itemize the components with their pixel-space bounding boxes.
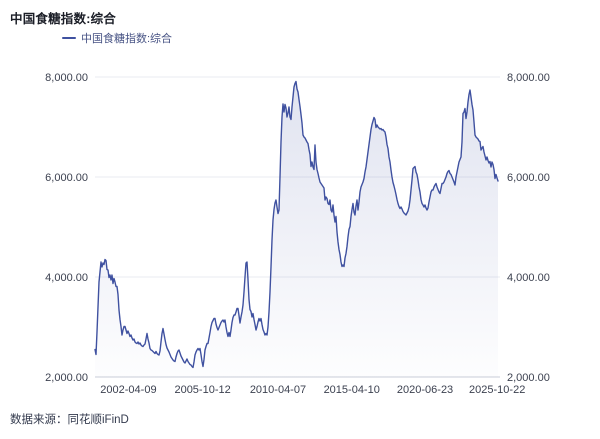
y-axis-label-right: 8,000.00 <box>507 72 550 84</box>
data-source-note: 数据来源：同花顺iFinD <box>10 414 129 426</box>
y-axis-label-left: 4,000.00 <box>45 272 88 284</box>
x-axis-label: 2020-06-23 <box>397 384 453 396</box>
legend-item[interactable]: 中国食糖指数:综合 <box>62 30 172 46</box>
x-axis-label: 2005-10-12 <box>174 384 230 396</box>
x-axis-label: 2025-10-22 <box>469 384 525 396</box>
series-line <box>94 80 499 369</box>
series-area-fill <box>95 81 498 377</box>
x-axis-label: 2002-04-09 <box>100 384 156 396</box>
legend: 中国食糖指数:综合 <box>62 30 172 46</box>
y-axis-label-right: 4,000.00 <box>507 272 550 284</box>
y-axis-label-left: 2,000.00 <box>45 372 88 384</box>
y-axis-label-right: 2,000.00 <box>507 372 550 384</box>
legend-item-label: 中国食糖指数:综合 <box>81 33 173 45</box>
legend-line-marker-icon <box>62 37 76 39</box>
x-axis-label: 2015-04-10 <box>324 384 380 396</box>
page-title: 中国食糖指数:综合 <box>10 12 116 26</box>
x-axis-label: 2010-04-07 <box>250 384 306 396</box>
y-axis-label-left: 8,000.00 <box>45 72 88 84</box>
y-axis-label-left: 6,000.00 <box>45 172 88 184</box>
y-axis-label-right: 6,000.00 <box>507 172 550 184</box>
